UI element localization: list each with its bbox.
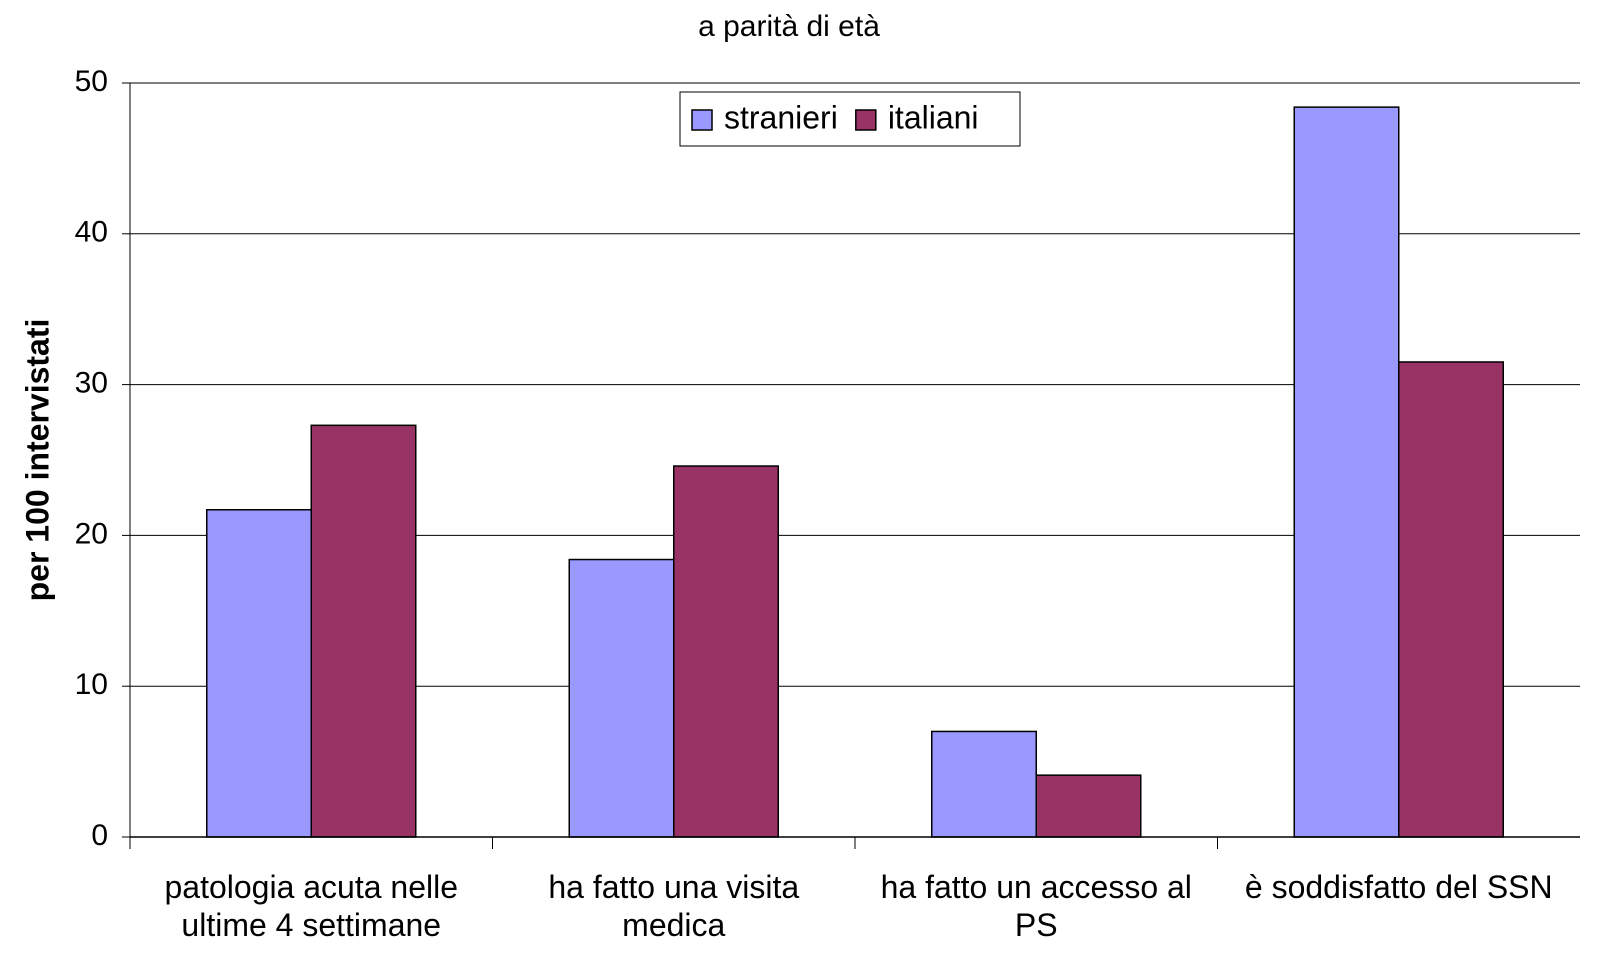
legend-box [679,91,1021,147]
x-tick-label: ha fatto una visita medica [548,869,800,943]
chart-title: a parità di età [698,10,880,43]
bar [1035,774,1142,838]
bar [1293,106,1400,838]
x-tick-label: patologia acuta nelle ultime 4 settimane [164,869,459,943]
legend-label: stranieri [724,99,838,135]
y-tick-label: 30 [75,367,108,400]
y-tick-label: 20 [75,517,108,550]
x-tick-label: è soddisfatto del SSN [1244,869,1553,905]
y-axis-label: per 100 intervistati [19,319,55,602]
legend-label: italiani [888,99,979,135]
bar [310,424,417,838]
y-tick-label: 50 [75,65,108,98]
bar [568,558,675,838]
y-tick-label: 10 [75,668,108,701]
legend-swatch [855,109,877,131]
legend-swatch [691,109,713,131]
y-tick-label: 0 [91,819,108,852]
bar [1398,361,1504,838]
x-tick-label: ha fatto un accesso al PS [880,869,1192,943]
bar [931,730,1037,838]
bar [673,465,779,838]
y-tick-label: 40 [75,216,108,249]
bar [206,509,312,838]
